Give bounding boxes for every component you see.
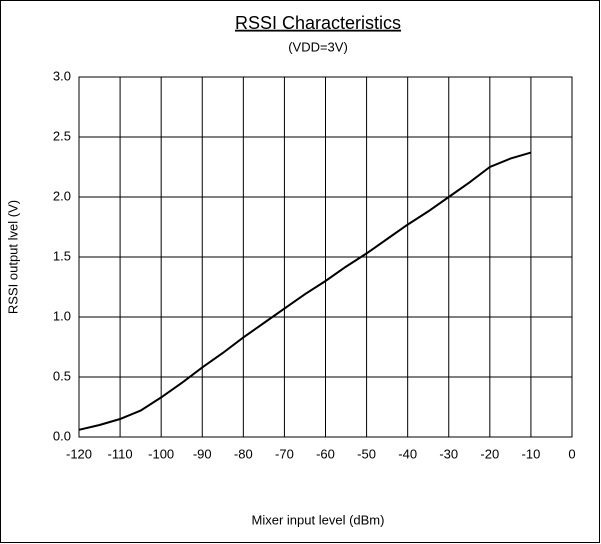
y-tick-label: 3.0 [53, 68, 71, 83]
plot-border [78, 76, 573, 438]
data-line [78, 151, 532, 431]
x-tick-label: -80 [234, 446, 253, 461]
y-tick-label: 1.0 [53, 308, 71, 323]
x-tick-label: -110 [108, 446, 133, 461]
y-tick-label: 2.5 [53, 128, 71, 143]
y-tick-label: 1.5 [53, 248, 71, 263]
x-tick-label: -20 [480, 446, 499, 461]
x-tick-label: -70 [275, 446, 294, 461]
x-tick-label: -10 [522, 446, 541, 461]
y-tick-label: 0.0 [53, 428, 71, 443]
x-tick-label: -100 [148, 446, 174, 461]
x-tick-label: -30 [439, 446, 458, 461]
x-tick-label: -120 [66, 446, 92, 461]
chart-subtitle: (VDD=3V) [288, 39, 348, 54]
y-axis-label: RSSI output lvel (V) [5, 200, 20, 314]
y-tick-label: 0.5 [53, 368, 71, 383]
x-tick-label: -90 [193, 446, 212, 461]
x-tick-label: 0 [568, 446, 575, 461]
x-tick-label: -40 [398, 446, 417, 461]
x-axis-label: Mixer input level (dBm) [252, 512, 385, 527]
x-tick-label: -60 [316, 446, 335, 461]
chart-title: RSSI Characteristics [235, 13, 401, 33]
y-tick-label: 2.0 [53, 188, 71, 203]
x-tick-label: -50 [357, 446, 376, 461]
